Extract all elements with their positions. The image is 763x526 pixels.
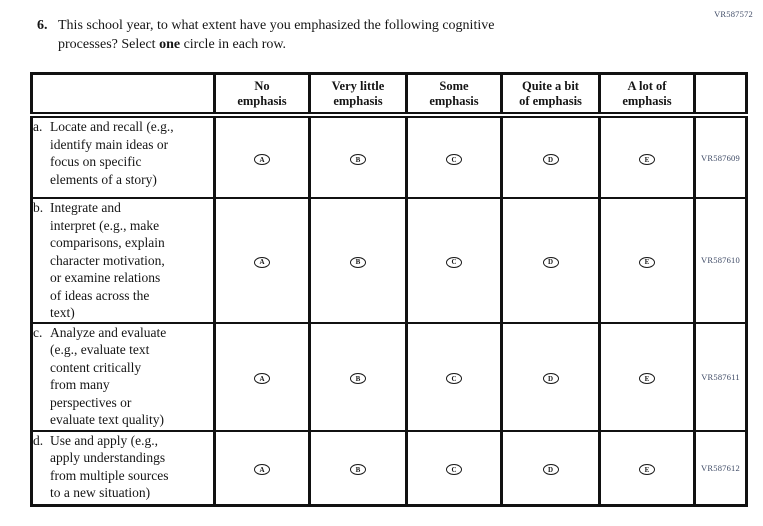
row-a-opt-a-lot[interactable]: E	[598, 114, 696, 199]
row-b-opt-quite-a-bit[interactable]: D	[500, 197, 601, 324]
option-circle-d[interactable]: D	[542, 464, 559, 476]
header-quite-a-bit-of-emphasis: Quite a bit of emphasis	[500, 72, 601, 118]
option-circle-c[interactable]: C	[446, 256, 462, 268]
question-line1: This school year, to what extent have yo…	[58, 18, 495, 33]
table-row-d: d. Use and apply (e.g., apply understand…	[30, 429, 748, 507]
row-c-opt-quite-a-bit[interactable]: D	[500, 321, 601, 432]
header-a-lot-of-emphasis: A lot of emphasis	[598, 72, 696, 118]
row-c-code: VR587611	[693, 321, 748, 432]
row-d-opt-very-little[interactable]: B	[308, 429, 408, 507]
row-b-code: VR587610	[693, 197, 748, 324]
header-empty-label	[30, 72, 216, 118]
row-c-opt-some[interactable]: C	[405, 321, 503, 432]
option-circle-a[interactable]: A	[254, 256, 270, 268]
row-d-opt-no-emphasis[interactable]: A	[213, 429, 311, 507]
option-circle-d[interactable]: D	[542, 256, 559, 268]
option-circle-d[interactable]: D	[542, 154, 559, 165]
option-circle-b[interactable]: B	[350, 373, 366, 384]
row-a-opt-very-little[interactable]: B	[308, 114, 408, 199]
row-d-text: Use and apply (e.g., apply understanding…	[50, 432, 169, 501]
row-d-letter: d.	[33, 432, 44, 448]
option-circle-b[interactable]: B	[350, 154, 366, 165]
table-row-b: b. Integrate and interpret (e.g., make c…	[30, 197, 748, 324]
question-line2-bold: one	[159, 37, 181, 52]
table-row-c: c. Analyze and evaluate (e.g., evaluate …	[30, 321, 748, 432]
row-c-letter: c.	[33, 324, 43, 340]
row-d-opt-quite-a-bit[interactable]: D	[500, 429, 601, 507]
row-b-opt-very-little[interactable]: B	[308, 197, 408, 324]
row-a-opt-quite-a-bit[interactable]: D	[500, 114, 601, 199]
row-b-opt-some[interactable]: C	[405, 197, 503, 324]
option-circle-c[interactable]: C	[446, 464, 462, 476]
row-b-text: Integrate and interpret (e.g., make comp…	[50, 200, 165, 320]
option-circle-b[interactable]: B	[350, 464, 366, 476]
row-c-opt-a-lot[interactable]: E	[598, 321, 696, 432]
row-b-opt-no-emphasis[interactable]: A	[213, 197, 311, 324]
row-c-label: c. Analyze and evaluate (e.g., evaluate …	[30, 321, 216, 432]
option-circle-e[interactable]: E	[639, 256, 655, 268]
header-no-emphasis: No emphasis	[213, 72, 311, 118]
option-circle-c[interactable]: C	[446, 154, 462, 165]
row-c-opt-very-little[interactable]: B	[308, 321, 408, 432]
emphasis-matrix-table: No emphasis Very little emphasis Some em…	[30, 72, 748, 507]
row-b-label: b. Integrate and interpret (e.g., make c…	[30, 197, 216, 324]
option-circle-a[interactable]: A	[254, 464, 270, 476]
row-a-letter: a.	[33, 119, 43, 134]
form-code-top: VR587572	[714, 9, 753, 19]
question-number: 6.	[37, 18, 48, 33]
option-circle-e[interactable]: E	[639, 154, 655, 165]
question-line2-pre: processes? Select	[58, 37, 160, 52]
question-block: 6. This school year, to what extent have…	[37, 16, 677, 54]
row-d-opt-a-lot[interactable]: E	[598, 429, 696, 507]
table-row-a: a. Locate and recall (e.g., identify mai…	[30, 114, 748, 199]
row-a-opt-some[interactable]: C	[405, 114, 503, 199]
row-c-text: Analyze and evaluate (e.g., evaluate tex…	[50, 324, 167, 428]
row-a-code: VR587609	[693, 114, 748, 199]
row-d-opt-some[interactable]: C	[405, 429, 503, 507]
row-d-code: VR587612	[693, 429, 748, 507]
row-b-letter: b.	[33, 200, 44, 215]
option-circle-d[interactable]: D	[542, 373, 559, 384]
row-a-text: Locate and recall (e.g., identify main i…	[50, 119, 174, 187]
option-circle-a[interactable]: A	[254, 373, 270, 384]
header-some-emphasis: Some emphasis	[405, 72, 503, 118]
header-row: No emphasis Very little emphasis Some em…	[30, 72, 748, 118]
option-circle-e[interactable]: E	[639, 373, 655, 384]
row-a-label: a. Locate and recall (e.g., identify mai…	[30, 114, 216, 199]
option-circle-e[interactable]: E	[639, 464, 655, 476]
question-text: This school year, to what extent have yo…	[58, 16, 494, 54]
question-line2-post: circle in each row.	[180, 37, 287, 52]
row-c-opt-no-emphasis[interactable]: A	[213, 321, 311, 432]
row-a-opt-no-emphasis[interactable]: A	[213, 114, 311, 199]
row-d-label: d. Use and apply (e.g., apply understand…	[30, 429, 216, 507]
header-empty-code	[693, 72, 748, 118]
row-b-opt-a-lot[interactable]: E	[598, 197, 696, 324]
header-very-little-emphasis: Very little emphasis	[308, 72, 408, 118]
option-circle-b[interactable]: B	[350, 256, 366, 268]
option-circle-a[interactable]: A	[254, 154, 270, 165]
option-circle-c[interactable]: C	[446, 373, 462, 384]
